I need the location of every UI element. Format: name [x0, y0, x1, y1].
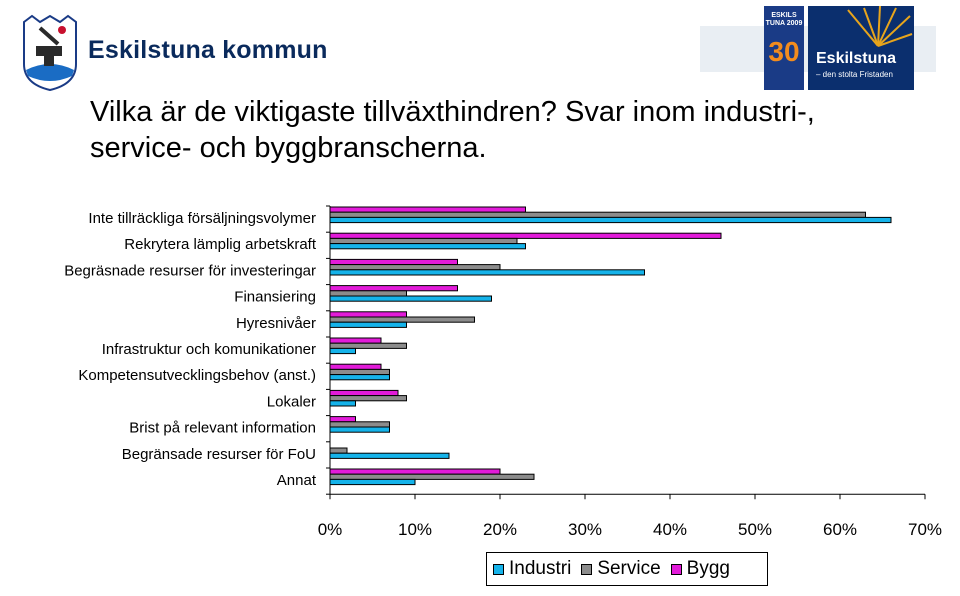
- bar-industri: [329, 321, 407, 328]
- eskilstuna-logo: Eskilstuna – den stolta Fristaden: [808, 6, 914, 90]
- category-label: Infrastruktur och komunikationer: [102, 341, 316, 358]
- category-label: Brist på relevant information: [129, 420, 316, 437]
- anniversary-logo: ESKILS TUNA 2009 30: [764, 6, 804, 90]
- legend-label: Industri: [509, 558, 572, 579]
- legend-swatch: [493, 563, 504, 575]
- bar-industri: [329, 347, 356, 355]
- bar-industri: [329, 243, 526, 250]
- bar-bygg: [329, 232, 722, 239]
- page-title: Vilka är de viktigaste tillväxthindren? …: [90, 96, 815, 164]
- header: Eskilstuna kommun ESKILS TUNA 2009 30 Es…: [0, 0, 960, 96]
- anniversary-logo-text: ESKILS TUNA 2009: [765, 12, 803, 27]
- eskilstuna-logo-tagline: – den stolta Fristaden: [816, 70, 893, 79]
- legend-swatch: [670, 563, 682, 575]
- bar-bygg: [329, 389, 399, 397]
- legend-swatch: [581, 563, 593, 575]
- category-label: Hyresnivåer: [236, 315, 316, 332]
- eskilstuna-logo-name: Eskilstuna: [816, 50, 897, 67]
- bar-service: [329, 316, 475, 323]
- bar-service: [329, 342, 407, 349]
- legend-label: Service: [597, 558, 661, 579]
- bar-industri: [329, 374, 390, 381]
- chart-legend: Industri Service Bygg: [486, 552, 768, 586]
- bar-industri: [329, 295, 492, 302]
- bar-industri: [329, 452, 450, 459]
- bar-service: [329, 421, 390, 428]
- category-label: Finansiering: [234, 289, 316, 306]
- bar-bygg: [329, 285, 458, 292]
- bar-industri: [329, 478, 416, 486]
- x-tick-label: 20%: [483, 520, 517, 539]
- x-tick-label: 10%: [398, 520, 432, 539]
- category-label: Kompetensutvecklingsbehov (anst.): [78, 367, 316, 384]
- category-label: Begräsnade resurser för investeringar: [64, 262, 316, 279]
- bar-bygg: [329, 311, 407, 318]
- sunburst-icon: [847, 6, 913, 47]
- bar-service: [329, 290, 407, 297]
- bar-industri: [329, 400, 356, 407]
- x-tick-label: 70%: [908, 520, 942, 539]
- x-tick-label: 0%: [318, 520, 343, 539]
- bar-service: [329, 264, 501, 271]
- legend-item-industri: Industri: [493, 558, 571, 580]
- bar-service: [329, 368, 390, 376]
- legend-item-service: Service: [581, 558, 661, 580]
- coat-of-arms-icon: [23, 14, 77, 92]
- bar-chart: Inte tillräckliga försäljningsvolymer Rek…: [64, 205, 942, 539]
- x-tick-label: 50%: [738, 520, 772, 539]
- bar-service: [329, 211, 866, 218]
- bar-bygg: [329, 416, 356, 423]
- x-tick-label: 40%: [653, 520, 687, 539]
- brand-name: Eskilstuna kommun: [88, 36, 328, 64]
- bar-bygg: [329, 258, 458, 266]
- bar-bygg: [329, 468, 501, 475]
- anniversary-logo-number: 30: [768, 36, 800, 67]
- category-label: Lokaler: [267, 393, 316, 410]
- legend-label: Bygg: [686, 558, 730, 579]
- bar-bygg: [329, 337, 382, 344]
- bar-service: [329, 237, 518, 245]
- bar-industri: [329, 269, 645, 276]
- category-label: Inte tillräckliga försäljningsvolymer: [88, 210, 316, 227]
- category-label: Annat: [277, 472, 317, 489]
- bar-service: [329, 395, 407, 402]
- bar-service: [329, 447, 348, 454]
- x-tick-label: 60%: [823, 520, 857, 539]
- category-label: Rekrytera lämplig arbetskraft: [124, 236, 317, 253]
- x-tick-label: 30%: [568, 520, 602, 539]
- bar-service: [329, 473, 535, 480]
- bar-industri: [329, 426, 390, 433]
- bar-bygg: [329, 363, 382, 370]
- bar-industri: [329, 216, 892, 224]
- legend-item-bygg: Bygg: [670, 558, 730, 580]
- category-label: Begränsade resurser för FoU: [122, 446, 316, 463]
- bar-bygg: [329, 206, 526, 213]
